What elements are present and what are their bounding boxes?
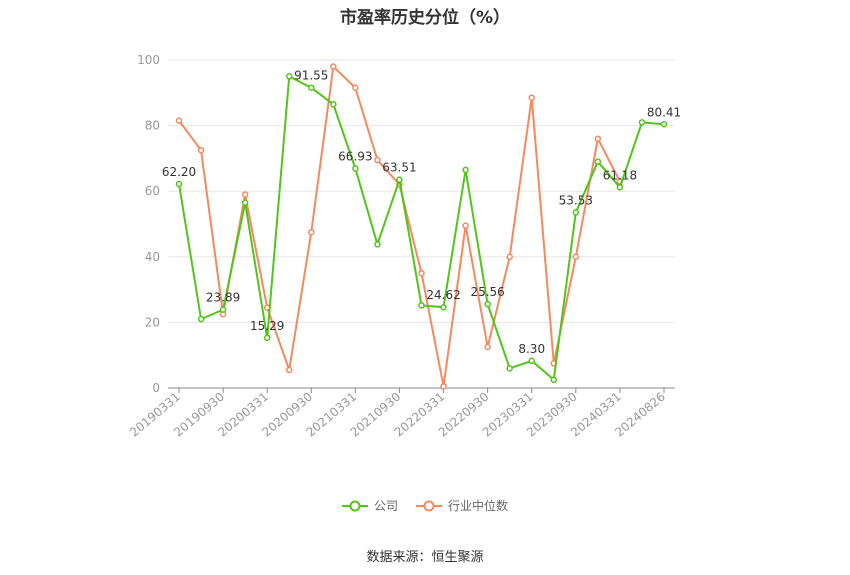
legend-industry-marker-icon xyxy=(416,500,442,511)
data-point xyxy=(308,228,315,236)
data-point xyxy=(506,365,513,372)
data-point xyxy=(572,253,580,261)
data-point xyxy=(418,269,425,277)
data-point xyxy=(396,176,403,183)
data-point xyxy=(263,334,271,342)
data-label: 23.89 xyxy=(206,291,240,305)
y-tick-label: 80 xyxy=(145,119,160,133)
data-point xyxy=(241,191,249,198)
data-label: 25.56 xyxy=(470,285,504,299)
data-point xyxy=(506,253,513,261)
data-point xyxy=(572,209,580,216)
data-point xyxy=(528,94,535,101)
data-point xyxy=(528,357,535,365)
data-point xyxy=(374,156,381,164)
legend-company-label: 公司 xyxy=(373,499,398,513)
data-point xyxy=(330,101,337,108)
data-label: 91.55 xyxy=(294,69,328,83)
data-point xyxy=(374,241,381,248)
y-tick-label: 100 xyxy=(137,53,160,67)
data-point xyxy=(660,121,668,128)
data-label: 61.18 xyxy=(603,168,637,182)
data-label: 63.51 xyxy=(382,161,416,175)
data-label: 24.62 xyxy=(426,288,460,302)
data-point xyxy=(484,343,491,351)
data-point xyxy=(462,222,469,229)
data-point xyxy=(285,366,293,374)
data-point xyxy=(462,166,469,174)
data-point xyxy=(197,315,205,323)
legend-item-company[interactable]: 公司 xyxy=(341,497,398,514)
data-point xyxy=(219,306,227,313)
y-tick-label: 20 xyxy=(145,315,160,329)
chart-legend: 公司 行业中位数 xyxy=(0,497,850,514)
y-tick-label: 60 xyxy=(145,184,160,198)
data-point xyxy=(241,199,249,206)
data-source: 数据来源：恒生聚源 xyxy=(366,550,484,565)
data-point xyxy=(352,84,359,92)
data-point xyxy=(330,63,337,70)
data-point xyxy=(352,165,359,172)
data-label: 80.41 xyxy=(647,105,681,119)
data-label: 53.53 xyxy=(559,193,593,207)
data-label: 8.30 xyxy=(518,342,545,356)
data-point xyxy=(418,302,425,309)
data-point xyxy=(440,303,447,311)
legend-company-marker-icon xyxy=(341,500,368,511)
chart-title: 市盈率历史分位（%） xyxy=(339,8,511,28)
data-point xyxy=(175,180,183,188)
data-point xyxy=(197,146,205,154)
y-tick-label: 40 xyxy=(145,250,160,264)
series-line-1 xyxy=(178,65,621,388)
data-point xyxy=(440,383,447,390)
data-point xyxy=(594,158,602,165)
data-label: 15.29 xyxy=(250,319,284,333)
data-point xyxy=(550,376,558,384)
data-label: 66.93 xyxy=(338,149,372,163)
data-point xyxy=(175,117,183,124)
y-tick-label: 0 xyxy=(152,381,160,395)
data-point xyxy=(484,300,491,308)
legend-item-industry[interactable]: 行业中位数 xyxy=(416,497,508,514)
data-label: 62.20 xyxy=(162,165,196,179)
data-point xyxy=(285,73,293,80)
data-point xyxy=(616,184,624,191)
legend-industry-label: 行业中位数 xyxy=(448,499,509,513)
data-point xyxy=(308,84,315,91)
data-point xyxy=(594,135,602,142)
data-point xyxy=(638,119,646,126)
